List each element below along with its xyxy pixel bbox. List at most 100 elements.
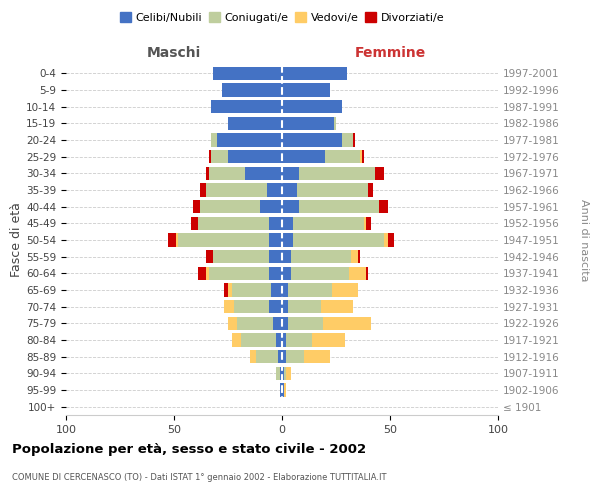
Bar bbox=[206, 166, 209, 180]
Y-axis label: Anni di nascita: Anni di nascita bbox=[579, 198, 589, 281]
Bar bbox=[366, 216, 371, 230]
Bar bbox=[269, 234, 282, 246]
Bar bbox=[267, 184, 282, 196]
Text: COMUNE DI CERCENASCO (TO) - Dati ISTAT 1° gennaio 2002 - Elaborazione TUTTITALIA: COMUNE DI CERCENASCO (TO) - Dati ISTAT 1… bbox=[12, 472, 386, 482]
Bar bbox=[211, 100, 282, 114]
Bar bbox=[245, 166, 282, 180]
Bar bbox=[282, 100, 343, 114]
Bar bbox=[349, 266, 366, 280]
Bar bbox=[321, 300, 353, 314]
Text: Popolazione per età, sesso e stato civile - 2002: Popolazione per età, sesso e stato civil… bbox=[12, 442, 366, 456]
Bar bbox=[334, 116, 336, 130]
Bar bbox=[286, 366, 290, 380]
Bar bbox=[206, 250, 213, 264]
Bar bbox=[282, 266, 290, 280]
Bar bbox=[353, 134, 355, 146]
Bar bbox=[366, 266, 368, 280]
Bar bbox=[383, 234, 388, 246]
Bar bbox=[289, 284, 332, 296]
Bar bbox=[282, 366, 284, 380]
Bar bbox=[209, 166, 245, 180]
Bar bbox=[282, 166, 299, 180]
Bar bbox=[332, 284, 358, 296]
Bar bbox=[200, 200, 260, 213]
Bar bbox=[280, 366, 282, 380]
Bar bbox=[282, 200, 299, 213]
Bar bbox=[206, 184, 267, 196]
Bar bbox=[293, 234, 383, 246]
Bar bbox=[209, 266, 269, 280]
Bar bbox=[368, 184, 373, 196]
Bar bbox=[275, 366, 280, 380]
Bar bbox=[228, 284, 232, 296]
Y-axis label: Fasce di età: Fasce di età bbox=[10, 202, 23, 278]
Bar bbox=[299, 200, 379, 213]
Bar bbox=[351, 250, 358, 264]
Bar bbox=[282, 250, 290, 264]
Text: Femmine: Femmine bbox=[355, 46, 425, 60]
Bar bbox=[289, 300, 321, 314]
Bar bbox=[271, 284, 282, 296]
Bar bbox=[228, 116, 282, 130]
Bar bbox=[193, 200, 200, 213]
Bar bbox=[260, 200, 282, 213]
Bar bbox=[284, 384, 286, 396]
Bar bbox=[236, 316, 274, 330]
Bar bbox=[282, 284, 289, 296]
Bar bbox=[312, 334, 344, 346]
Bar bbox=[224, 300, 235, 314]
Bar bbox=[284, 366, 286, 380]
Bar bbox=[323, 316, 371, 330]
Bar bbox=[299, 166, 375, 180]
Bar bbox=[286, 334, 312, 346]
Bar bbox=[228, 316, 236, 330]
Bar bbox=[289, 316, 323, 330]
Bar bbox=[375, 166, 383, 180]
Bar bbox=[282, 350, 286, 364]
Bar bbox=[232, 334, 241, 346]
Bar bbox=[178, 234, 269, 246]
Bar bbox=[362, 150, 364, 164]
Bar bbox=[282, 334, 286, 346]
Bar bbox=[282, 84, 329, 96]
Bar bbox=[213, 66, 282, 80]
Bar bbox=[191, 216, 198, 230]
Bar bbox=[235, 300, 269, 314]
Bar bbox=[213, 250, 269, 264]
Bar bbox=[364, 216, 366, 230]
Bar bbox=[282, 316, 289, 330]
Bar bbox=[250, 350, 256, 364]
Bar bbox=[275, 334, 282, 346]
Bar bbox=[198, 266, 206, 280]
Bar bbox=[176, 234, 178, 246]
Bar bbox=[217, 134, 282, 146]
Bar bbox=[228, 150, 282, 164]
Bar bbox=[293, 216, 364, 230]
Bar bbox=[269, 250, 282, 264]
Bar bbox=[286, 350, 304, 364]
Bar bbox=[206, 266, 209, 280]
Bar bbox=[269, 300, 282, 314]
Bar bbox=[232, 284, 271, 296]
Bar bbox=[282, 216, 293, 230]
Bar bbox=[290, 250, 351, 264]
Bar bbox=[198, 216, 269, 230]
Bar bbox=[282, 66, 347, 80]
Bar bbox=[274, 316, 282, 330]
Bar bbox=[304, 350, 329, 364]
Bar bbox=[200, 184, 206, 196]
Legend: Celibi/Nubili, Coniugati/e, Vedovi/e, Divorziati/e: Celibi/Nubili, Coniugati/e, Vedovi/e, Di… bbox=[115, 8, 449, 28]
Bar bbox=[282, 234, 293, 246]
Bar bbox=[282, 384, 284, 396]
Bar bbox=[256, 350, 278, 364]
Bar bbox=[282, 300, 289, 314]
Bar bbox=[269, 216, 282, 230]
Bar bbox=[388, 234, 394, 246]
Bar bbox=[280, 384, 282, 396]
Bar bbox=[282, 184, 297, 196]
Bar bbox=[282, 134, 343, 146]
Bar bbox=[282, 116, 334, 130]
Bar bbox=[221, 84, 282, 96]
Bar bbox=[343, 134, 353, 146]
Bar bbox=[211, 150, 228, 164]
